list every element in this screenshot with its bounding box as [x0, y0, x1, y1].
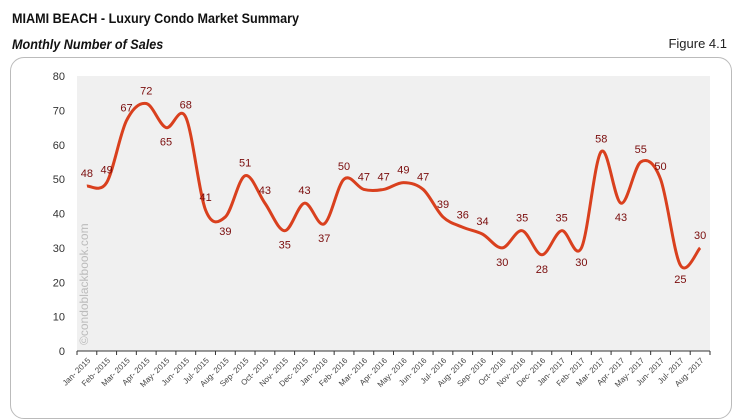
page-title: MIAMI BEACH - Luxury Condo Market Summar… [12, 10, 300, 26]
data-label: 30 [575, 257, 587, 269]
data-label: 67 [120, 103, 132, 115]
data-label: 35 [556, 213, 568, 225]
y-tick-label: 40 [53, 209, 65, 221]
chart-subtitle: Monthly Number of Sales [12, 36, 164, 52]
data-label: 48 [81, 168, 93, 180]
y-tick-label: 70 [53, 105, 65, 117]
y-tick-label: 60 [53, 140, 65, 152]
y-tick-label: 10 [53, 312, 65, 324]
y-tick-label: 20 [53, 277, 65, 289]
data-label: 72 [140, 86, 152, 98]
data-label: 49 [101, 165, 113, 177]
series-line [86, 101, 702, 270]
data-label: 39 [437, 199, 449, 211]
data-label: 28 [536, 264, 548, 276]
y-tick-label: 30 [53, 243, 65, 255]
data-label: 68 [180, 99, 192, 111]
data-label: 43 [259, 185, 271, 197]
data-label: 58 [595, 134, 607, 146]
data-label: 50 [654, 161, 666, 173]
data-label: 35 [516, 213, 528, 225]
plot-area [77, 76, 710, 351]
data-label: 55 [635, 144, 647, 156]
data-label: 41 [199, 192, 211, 204]
data-label: 47 [377, 171, 389, 183]
data-label: 65 [160, 137, 172, 149]
data-label: 39 [219, 226, 231, 238]
y-tick-label: 80 [53, 71, 65, 83]
data-label: 47 [358, 171, 370, 183]
data-label: 49 [397, 165, 409, 177]
y-tick-label: 0 [59, 346, 65, 358]
data-label: 37 [318, 233, 330, 245]
data-label: 34 [476, 216, 488, 228]
figure-number: Figure 4.1 [668, 36, 727, 51]
watermark: ©condoblackbook.com [77, 223, 91, 345]
y-tick-label: 50 [53, 174, 65, 186]
data-label: 50 [338, 161, 350, 173]
data-label: 35 [279, 240, 291, 252]
data-label: 25 [674, 274, 686, 286]
data-label: 51 [239, 158, 251, 170]
data-label: 36 [457, 209, 469, 221]
data-label: 30 [496, 257, 508, 269]
data-label: 47 [417, 171, 429, 183]
data-label: 43 [615, 212, 627, 224]
data-label: 30 [694, 230, 706, 242]
data-label: 43 [298, 185, 310, 197]
